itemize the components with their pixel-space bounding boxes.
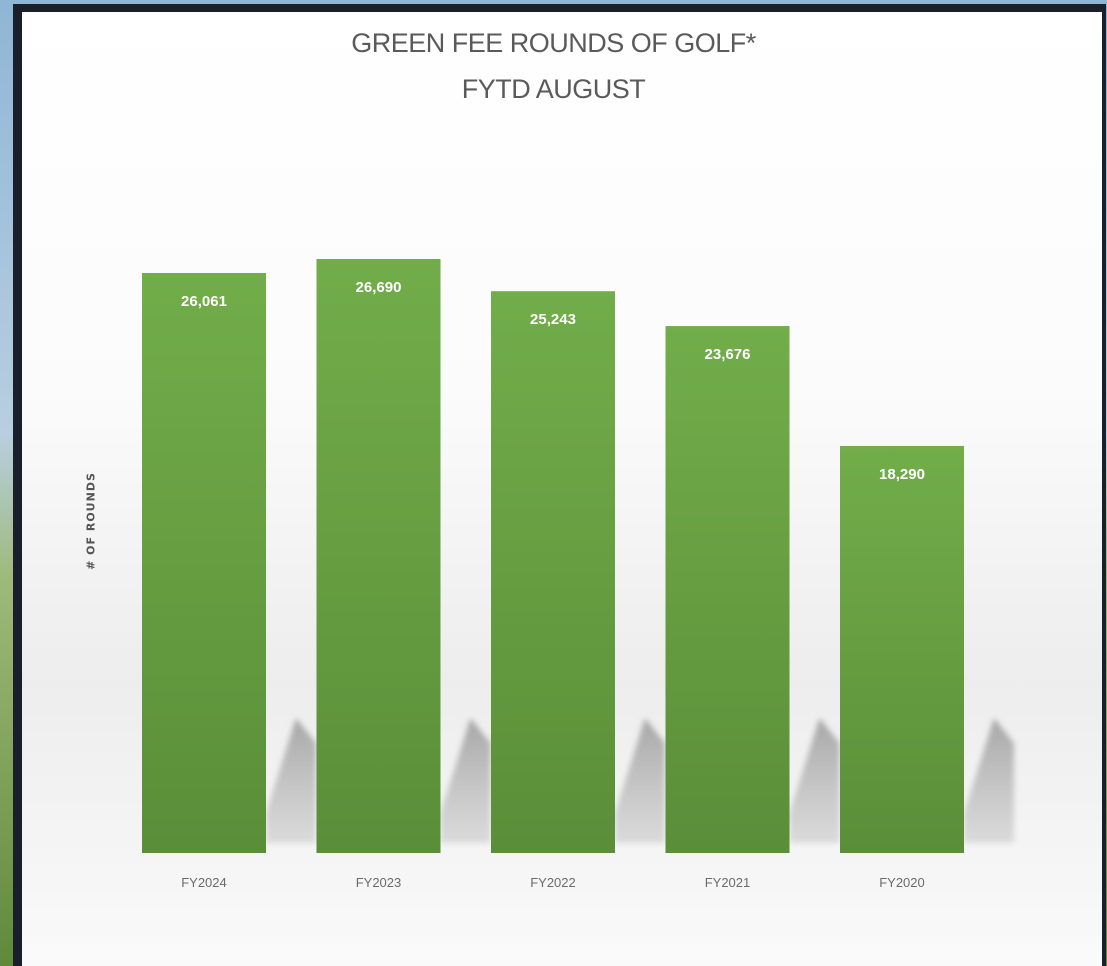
chart-title: GREEN FEE ROUNDS OF GOLF* (351, 28, 756, 58)
x-tick-label: FY2021 (705, 875, 751, 890)
bar-shadow (789, 718, 840, 843)
x-tick-label: FY2023 (356, 875, 402, 890)
bar-fy2022 (491, 291, 615, 853)
bar-shadow (440, 718, 491, 843)
data-label: 23,676 (705, 346, 751, 363)
data-label: 26,690 (356, 279, 402, 296)
bar-shadow (964, 718, 1014, 843)
x-tick-label: FY2022 (530, 875, 576, 890)
bar-fy2020 (840, 445, 964, 853)
bar-shadow (266, 718, 316, 843)
x-tick-label: FY2020 (879, 875, 925, 890)
chart-subtitle: FYTD AUGUST (461, 74, 646, 104)
data-label: 18,290 (879, 466, 925, 483)
bar-fy2024 (142, 272, 266, 853)
data-label: 26,061 (181, 293, 227, 310)
bar-fy2023 (316, 259, 441, 853)
x-tick-label: FY2024 (181, 875, 227, 890)
data-label: 25,243 (530, 311, 576, 328)
bar-fy2021 (665, 326, 790, 854)
bar-shadow (615, 718, 665, 843)
